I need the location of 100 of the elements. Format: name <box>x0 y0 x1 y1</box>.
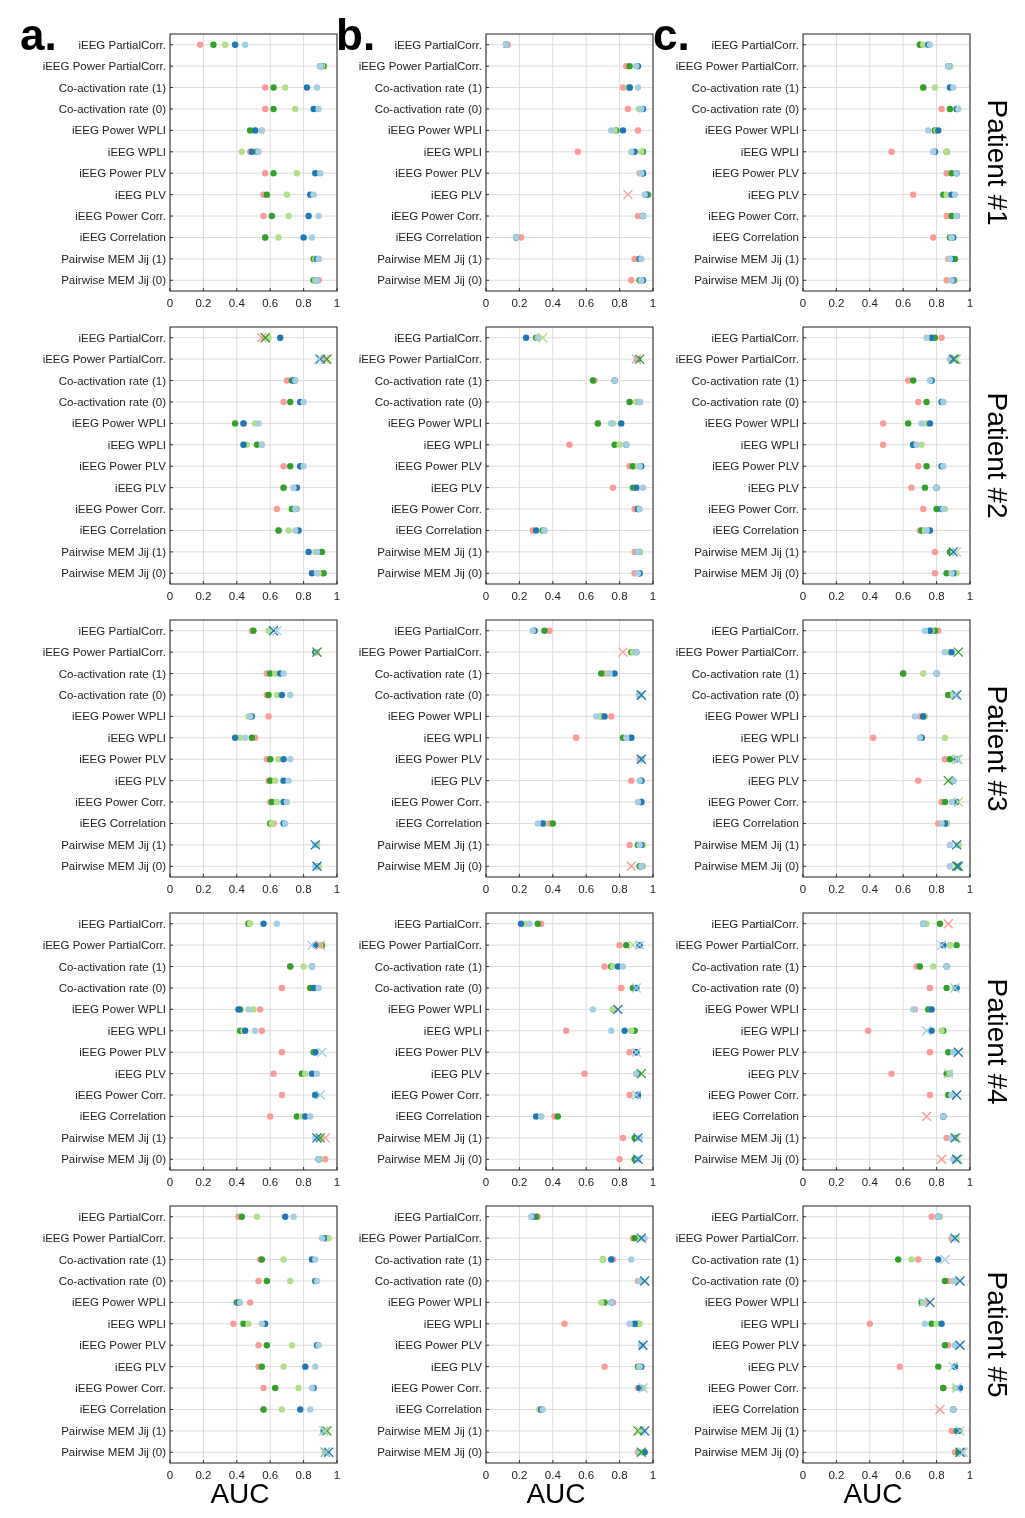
y-tick-label: iEEG Power WPLI <box>705 417 799 430</box>
y-tick-label: iEEG PartialCorr. <box>711 38 799 51</box>
y-tick-label: iEEG WPLI <box>740 731 799 744</box>
y-tick-label: iEEG Power WPLI <box>72 417 166 430</box>
x-tick-label: 0.2 <box>828 590 845 602</box>
y-tick-label: iEEG Power WPLI <box>388 1003 482 1016</box>
x-tick-label: 0 <box>482 590 490 602</box>
y-tick-label: iEEG Power PLV <box>79 460 167 473</box>
x-tick-label: 0 <box>166 297 174 309</box>
x-tick-label: 0.8 <box>928 1176 945 1188</box>
x-tick-label: 0.6 <box>262 1176 279 1188</box>
y-tick-label: Pairwise MEM Jij (1) <box>694 252 800 265</box>
x-tick-label: 0.2 <box>828 297 845 309</box>
x-tick-label: 0.6 <box>262 1469 279 1481</box>
y-tick-label: iEEG Power Corr. <box>708 1089 799 1102</box>
y-tick-label: iEEG Power Corr. <box>75 1089 166 1102</box>
y-tick-label: iEEG PLV <box>115 481 167 494</box>
x-tick-label: 0 <box>482 1176 490 1188</box>
y-tick-label: iEEG Power Corr. <box>391 503 482 516</box>
y-tick-label: Pairwise MEM Jij (0) <box>61 274 167 287</box>
x-tick-label: 0.4 <box>228 883 246 895</box>
x-tick-label: 0.2 <box>511 883 528 895</box>
x-tick-label: 0 <box>799 1469 807 1481</box>
y-tick-label: iEEG Power WPLI <box>705 710 799 723</box>
x-tick-label: 0.8 <box>295 1469 312 1481</box>
y-tick-label: Pairwise MEM Jij (1) <box>694 1131 800 1144</box>
y-tick-label: iEEG Correlation <box>712 1110 799 1123</box>
x-tick-label: 0.4 <box>861 1469 879 1481</box>
y-tick-label: iEEG Power PLV <box>395 1046 483 1059</box>
x-tick-label: 0.8 <box>295 883 312 895</box>
y-tick-label: Pairwise MEM Jij (1) <box>377 838 483 851</box>
x-tick-label: 0.4 <box>544 1176 562 1188</box>
y-tick-label: iEEG PartialCorr. <box>78 624 166 637</box>
y-tick-label: iEEG Power WPLI <box>72 1003 166 1016</box>
x-tick-label: 0 <box>166 883 174 895</box>
y-tick-label: iEEG Power Corr. <box>391 1089 482 1102</box>
y-tick-label: iEEG PLV <box>431 1067 483 1080</box>
x-tick-label: 0.8 <box>928 1469 945 1481</box>
y-tick-label: iEEG Power Corr. <box>75 796 166 809</box>
x-tick-label: 0.6 <box>578 297 595 309</box>
y-tick-label: Co-activation rate (1) <box>58 667 167 680</box>
x-tick-label: 0 <box>482 1469 490 1481</box>
y-tick-label: Co-activation rate (0) <box>374 688 483 701</box>
y-tick-label: Co-activation rate (0) <box>691 102 800 115</box>
y-tick-label: iEEG Power PLV <box>79 753 167 766</box>
y-tick-label: iEEG Power PartialCorr. <box>42 60 166 73</box>
y-tick-label: Co-activation rate (1) <box>374 960 483 973</box>
y-tick-label: iEEG WPLI <box>423 731 482 744</box>
x-tick-label: 0.2 <box>195 1469 212 1481</box>
y-tick-label: Co-activation rate (1) <box>374 81 483 94</box>
y-tick-label: iEEG Power PartialCorr. <box>42 1232 166 1245</box>
x-tick-label: 1 <box>333 590 341 602</box>
x-tick-label: 0.2 <box>195 297 212 309</box>
x-tick-label: 0.2 <box>511 1469 528 1481</box>
y-tick-label: iEEG PLV <box>431 481 483 494</box>
y-tick-label: iEEG PLV <box>431 774 483 787</box>
y-tick-label: iEEG Power Corr. <box>391 1382 482 1395</box>
y-tick-label: iEEG Correlation <box>395 1110 482 1123</box>
y-tick-label: iEEG Power PartialCorr. <box>358 353 482 366</box>
x-tick-label: 1 <box>649 1176 657 1188</box>
y-tick-label: iEEG PartialCorr. <box>78 38 166 51</box>
y-tick-label: iEEG Power WPLI <box>705 124 799 137</box>
y-tick-label: Pairwise MEM Jij (1) <box>694 838 800 851</box>
y-tick-label: iEEG Power PLV <box>395 1339 483 1352</box>
x-tick-label: 0.2 <box>511 1176 528 1188</box>
x-tick-label: 1 <box>333 1176 341 1188</box>
y-tick-label: Pairwise MEM Jij (0) <box>694 1153 800 1166</box>
y-tick-label: iEEG Power PLV <box>395 167 483 180</box>
x-tick-label: 0.4 <box>228 297 246 309</box>
y-tick-label: iEEG Correlation <box>712 524 799 537</box>
y-tick-label: iEEG PartialCorr. <box>711 917 799 930</box>
y-tick-label: iEEG PLV <box>748 774 800 787</box>
y-tick-label: iEEG Correlation <box>79 817 166 830</box>
y-tick-label: Pairwise MEM Jij (0) <box>377 1153 483 1166</box>
x-tick-label: 0.8 <box>928 883 945 895</box>
y-tick-label: iEEG PartialCorr. <box>394 624 482 637</box>
y-tick-label: Co-activation rate (1) <box>691 1253 800 1266</box>
y-tick-label: Co-activation rate (1) <box>374 667 483 680</box>
x-tick-label: 0.8 <box>928 297 945 309</box>
x-tick-label: 0.2 <box>195 590 212 602</box>
x-tick-label: 0.8 <box>611 883 628 895</box>
y-tick-label: iEEG Power PartialCorr. <box>358 646 482 659</box>
y-tick-label: iEEG Power Corr. <box>708 210 799 223</box>
x-tick-label: 0.4 <box>228 1469 246 1481</box>
y-tick-label: iEEG Correlation <box>79 524 166 537</box>
x-tick-label: 0.2 <box>828 1469 845 1481</box>
y-tick-label: iEEG Power PartialCorr. <box>358 60 482 73</box>
x-tick-label: 1 <box>966 590 974 602</box>
y-tick-label: iEEG PLV <box>431 1360 483 1373</box>
y2-axis-title: Patient #3 <box>982 685 1013 812</box>
x-tick-label: 0.8 <box>611 1469 628 1481</box>
y-tick-label: Co-activation rate (1) <box>691 81 800 94</box>
y-tick-label: iEEG PLV <box>748 1360 800 1373</box>
y-tick-label: iEEG WPLI <box>423 1317 482 1330</box>
x-tick-label: 0.6 <box>895 590 912 602</box>
x-tick-label: 0.6 <box>262 297 279 309</box>
y-tick-label: Pairwise MEM Jij (1) <box>694 1424 800 1437</box>
y-tick-label: iEEG WPLI <box>107 1024 166 1037</box>
x-tick-label: 0.4 <box>544 1469 562 1481</box>
y-tick-label: iEEG PartialCorr. <box>78 331 166 344</box>
